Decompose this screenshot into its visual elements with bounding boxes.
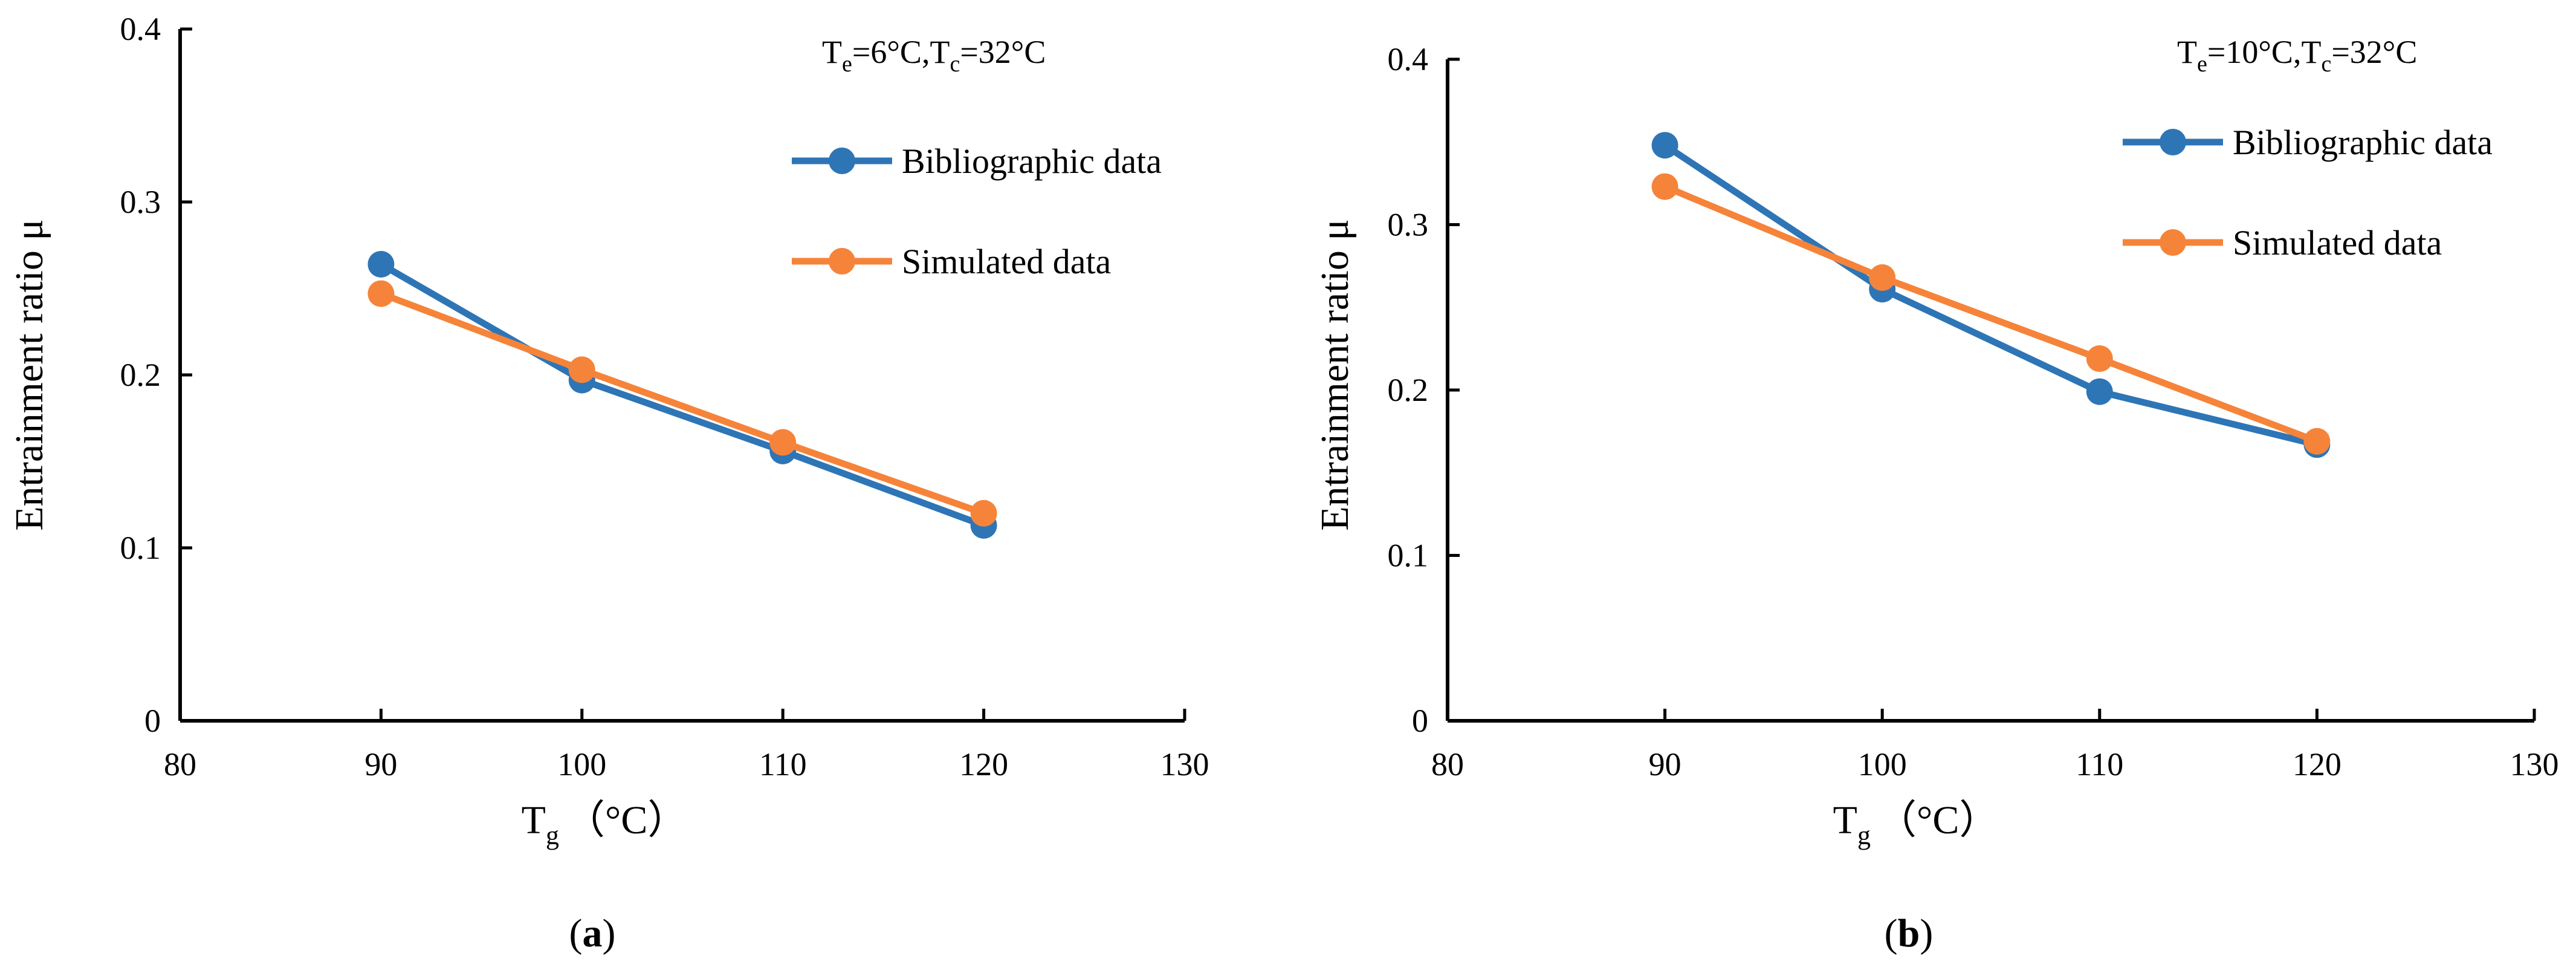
y-tick-label: 0.1 [120, 530, 161, 566]
x-tick-label: 100 [557, 746, 606, 782]
y-tick-label: 0.4 [120, 11, 161, 47]
series-2-point [2086, 345, 2113, 372]
series-1-point [2086, 378, 2113, 405]
series-line-1 [377, 261, 988, 529]
panel-label-open-paren: ( [569, 911, 583, 955]
x-tick-label: 90 [1649, 746, 1681, 782]
x-axis-title-subscript: g [546, 821, 559, 850]
panel-label-letter: a [583, 911, 603, 955]
legend-swatch-marker [829, 248, 855, 275]
x-axis-title-unit: （°C） [1877, 798, 1999, 842]
x-tick-label: 130 [1160, 746, 1209, 782]
legend-label: Simulated data [902, 242, 1111, 281]
x-tick-label: 120 [2293, 746, 2341, 782]
condition-tc-symbol: T [930, 34, 950, 70]
x-axis-title: Tg （°C） [1833, 798, 1999, 850]
x-axis-title: Tg （°C） [522, 798, 688, 850]
condition-tc-subscript: c [950, 51, 960, 77]
x-tick-label: 120 [959, 746, 1008, 782]
y-tick-label: 0.4 [1388, 41, 1429, 77]
condition-te-subscript: e [2197, 51, 2207, 77]
x-axis-title-subscript: g [1857, 821, 1871, 850]
series-line-1 [1662, 141, 2320, 448]
x-tick-label: 80 [164, 746, 196, 782]
panel-label-open-paren: ( [1885, 911, 1898, 955]
legend-label: Simulated data [2233, 223, 2442, 262]
legend-swatch-marker [829, 148, 855, 174]
series-line-2 [1662, 183, 2320, 445]
x-axis-title-symbol: T [1833, 798, 1857, 842]
condition-te-value: =6°C, [852, 34, 930, 70]
series-2-point [769, 429, 797, 456]
x-tick-label: 90 [364, 746, 397, 782]
y-tick-label: 0 [1412, 703, 1428, 739]
legend-label: Bibliographic data [902, 141, 1162, 181]
series-line-2 [377, 290, 988, 517]
panel-label: (b) [1885, 911, 1934, 955]
condition-tc-symbol: T [2301, 34, 2321, 70]
series-2-point [970, 499, 997, 527]
y-tick-label: 0.2 [120, 357, 161, 393]
condition-tc-value: =32°C [960, 34, 1046, 70]
chart-panel-b: 0 0.1 0.2 0.3 0.4 80 90 100 110 120 130 Tg （°C） Entra… [1313, 34, 2559, 955]
legend-swatch-marker [2160, 229, 2186, 256]
x-tick-label: 130 [2510, 746, 2559, 782]
condition-tc-value: =32°C [2331, 34, 2417, 70]
chart-panel-a: 0 0.1 0.2 0.3 0.4 80 90 100 110 120 130 Tg （°C） Entra… [7, 11, 1209, 955]
condition-tc-subscript: c [2321, 51, 2331, 77]
legend-label: Bibliographic data [2233, 123, 2493, 162]
y-axis-title: Entrainment ratio μ [7, 219, 51, 531]
condition-te-value: =10°C, [2207, 34, 2302, 70]
x-tick-label: 100 [1858, 746, 1907, 782]
panel-label: (a) [569, 911, 616, 955]
x-tick-label: 110 [2076, 746, 2123, 782]
x-axis-title-unit: （°C） [565, 798, 687, 842]
series-2-point [568, 356, 595, 383]
series-2-point [1651, 173, 1678, 200]
series-1-point [1651, 132, 1678, 159]
series-2-point [367, 280, 395, 307]
condition-te-subscript: e [842, 51, 852, 77]
condition-annotation: Te=10°C,Tc=32°C [2177, 34, 2417, 77]
x-tick-label: 80 [1431, 746, 1464, 782]
y-tick-label: 0.1 [1388, 538, 1429, 574]
series-1-point [367, 250, 395, 278]
y-tick-label: 0 [144, 703, 161, 739]
panel-label-close-paren: ) [1920, 911, 1933, 955]
legend-swatch-marker [2160, 129, 2186, 155]
condition-te-symbol: T [822, 34, 842, 70]
panel-label-letter: b [1898, 911, 1920, 955]
panel-label-close-paren: ) [603, 911, 616, 955]
y-axis-title: Entrainment ratio μ [1313, 219, 1357, 531]
y-tick-label: 0.3 [120, 184, 161, 220]
series-2-point [2303, 428, 2331, 455]
x-tick-label: 110 [759, 746, 807, 782]
condition-annotation: Te=6°C,Tc=32°C [822, 34, 1046, 77]
y-tick-label: 0.3 [1388, 207, 1429, 243]
condition-te-symbol: T [2177, 34, 2197, 70]
series-2-point [1869, 264, 1896, 291]
y-tick-label: 0.2 [1388, 372, 1429, 408]
x-axis-title-symbol: T [522, 798, 546, 842]
